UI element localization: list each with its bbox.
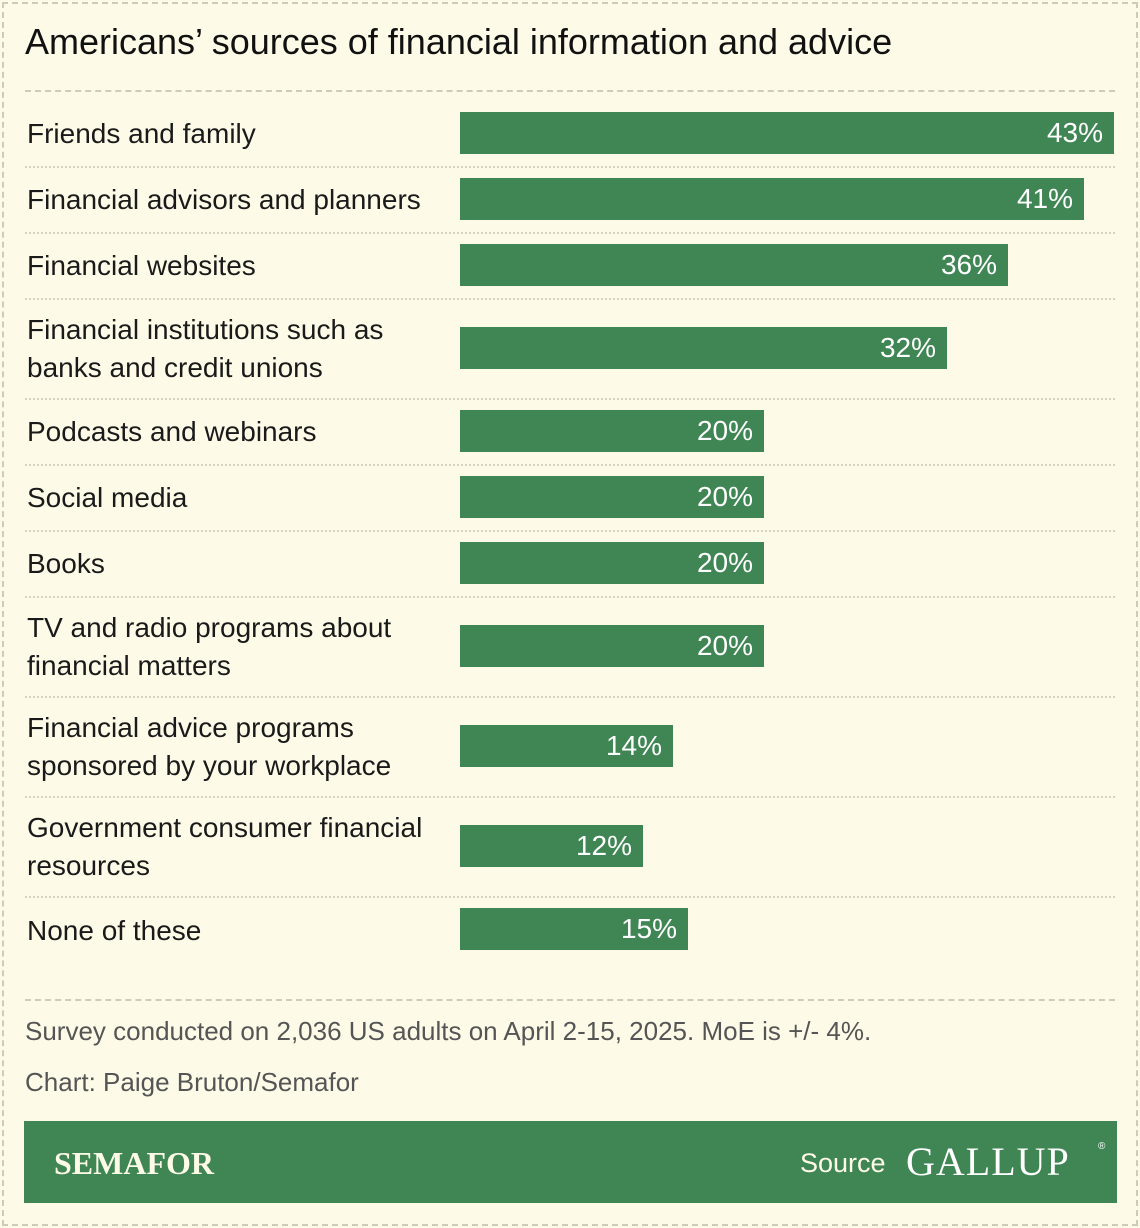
semafor-logo: SEMAFOR	[54, 1145, 214, 1181]
category-label: Financial websites	[27, 250, 256, 281]
bar-row: Government consumer financial resources 1…	[25, 798, 1115, 898]
bar-row: Podcasts and webinars 20%	[25, 400, 1115, 466]
bar: 20%	[460, 410, 764, 452]
source-label: Source	[800, 1148, 886, 1178]
bar-row: Social media 20%	[25, 466, 1115, 532]
bar-value-label: 20%	[696, 630, 753, 661]
top-divider	[25, 90, 1115, 92]
category-label: Financial institutions such as banks and…	[27, 314, 384, 383]
bar: 20%	[460, 476, 764, 518]
bar-value-label: 14%	[605, 730, 662, 761]
chart-credit: Chart: Paige Bruton/Semafor	[25, 1067, 359, 1097]
category-label: Friends and family	[27, 118, 256, 149]
bar: 15%	[460, 908, 688, 950]
bar: 12%	[460, 825, 643, 867]
bar: 32%	[460, 327, 947, 369]
category-label: Podcasts and webinars	[27, 416, 317, 447]
category-label: Financial advisors and planners	[27, 184, 421, 215]
category-label: Books	[27, 548, 105, 579]
bar-value-label: 20%	[696, 481, 753, 512]
bar-value-label: 20%	[696, 547, 753, 578]
bar: 43%	[460, 112, 1114, 154]
bar-value-label: 15%	[620, 913, 677, 944]
category-label: None of these	[27, 915, 202, 946]
survey-note: Survey conducted on 2,036 US adults on A…	[25, 1016, 872, 1046]
bar-row: TV and radio programs about financial ma…	[25, 598, 1115, 698]
category-label: Social media	[27, 482, 188, 513]
category-label: TV and radio programs about financial ma…	[27, 612, 392, 681]
bar: 20%	[460, 625, 764, 667]
bar-row: Financial advice programs sponsored by y…	[25, 698, 1115, 798]
bar-value-label: 20%	[696, 415, 753, 446]
category-label: Financial advice programs sponsored by y…	[27, 712, 392, 781]
bar: 14%	[460, 725, 673, 767]
registered-mark-icon: ®	[1098, 1141, 1106, 1152]
bar: 20%	[460, 542, 764, 584]
bottom-divider	[25, 999, 1115, 1001]
gallup-logo: GALLUP	[906, 1139, 1070, 1184]
bar-row: Financial institutions such as banks and…	[25, 300, 1115, 400]
bar-value-label: 41%	[1016, 183, 1073, 214]
category-label: Government consumer financial resources	[27, 812, 423, 881]
bar-value-label: 32%	[879, 332, 936, 363]
bar-value-label: 12%	[575, 830, 632, 861]
bar: 36%	[460, 244, 1008, 286]
footer-bar: SEMAFOR Source GALLUP ®	[24, 1121, 1117, 1203]
chart-title: Americans’ sources of financial informat…	[25, 21, 893, 62]
bar-row: Financial advisors and planners 41%	[25, 168, 1115, 234]
bar-value-label: 36%	[940, 249, 997, 280]
bar-row: Friends and family 43%	[25, 102, 1115, 168]
bar-row: Books 20%	[25, 532, 1115, 598]
bar-value-label: 43%	[1046, 117, 1103, 148]
bar-row: None of these 15%	[25, 898, 1115, 964]
bar-row: Financial websites 36%	[25, 234, 1115, 300]
bar: 41%	[460, 178, 1084, 220]
